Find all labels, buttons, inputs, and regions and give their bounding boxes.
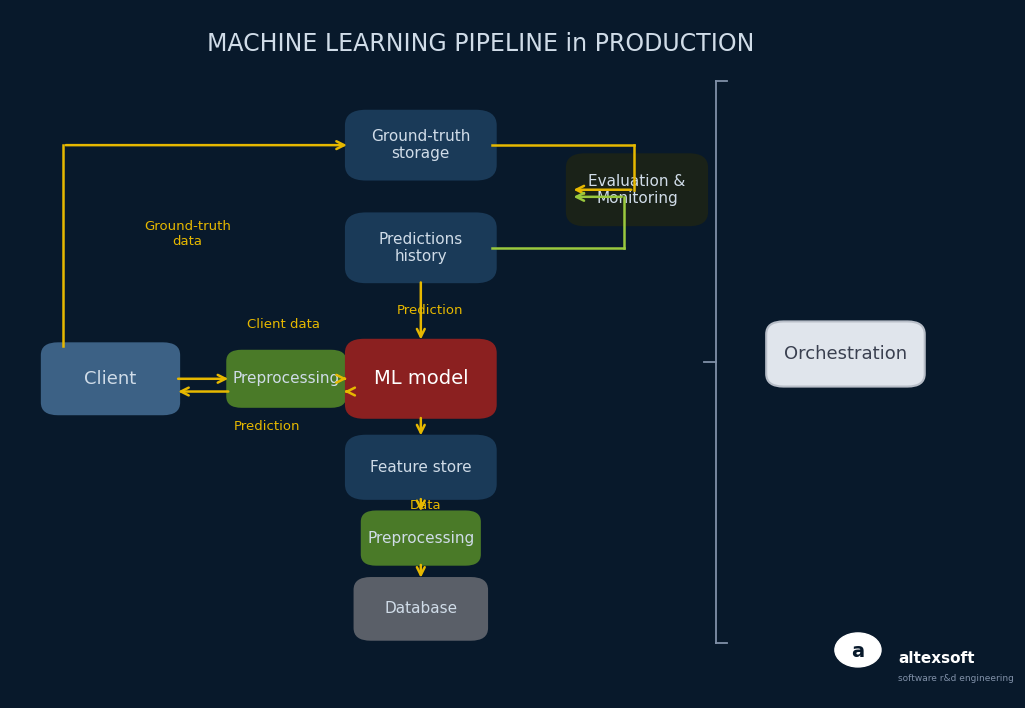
FancyBboxPatch shape [345,435,497,500]
Text: Evaluation &
Monitoring: Evaluation & Monitoring [588,173,686,206]
FancyBboxPatch shape [566,154,708,227]
FancyBboxPatch shape [41,343,180,415]
FancyBboxPatch shape [345,110,497,181]
Text: Preprocessing: Preprocessing [367,530,475,546]
Text: Ground-truth
storage: Ground-truth storage [371,129,470,161]
Text: Preprocessing: Preprocessing [233,371,340,387]
Text: Database: Database [384,601,457,617]
Circle shape [835,633,882,667]
FancyBboxPatch shape [361,510,481,566]
Text: Feature store: Feature store [370,459,472,475]
FancyBboxPatch shape [345,212,497,283]
Text: Predictions
history: Predictions history [378,232,463,264]
FancyBboxPatch shape [767,321,925,387]
Text: MACHINE LEARNING PIPELINE in PRODUCTION: MACHINE LEARNING PIPELINE in PRODUCTION [207,32,754,56]
Text: Orchestration: Orchestration [784,345,907,363]
Text: Prediction: Prediction [234,421,300,433]
Text: Prediction: Prediction [397,304,463,317]
Text: software r&d engineering: software r&d engineering [898,674,1014,683]
Text: altexsoft: altexsoft [898,651,975,666]
Text: Ground-truth
data: Ground-truth data [144,219,231,248]
FancyBboxPatch shape [354,577,488,641]
Text: Client data: Client data [247,319,320,331]
Text: Client: Client [84,370,136,388]
Text: a: a [852,642,864,661]
FancyBboxPatch shape [345,339,497,419]
FancyBboxPatch shape [227,350,346,408]
Text: ML model: ML model [373,370,468,388]
Text: Data: Data [410,498,442,512]
